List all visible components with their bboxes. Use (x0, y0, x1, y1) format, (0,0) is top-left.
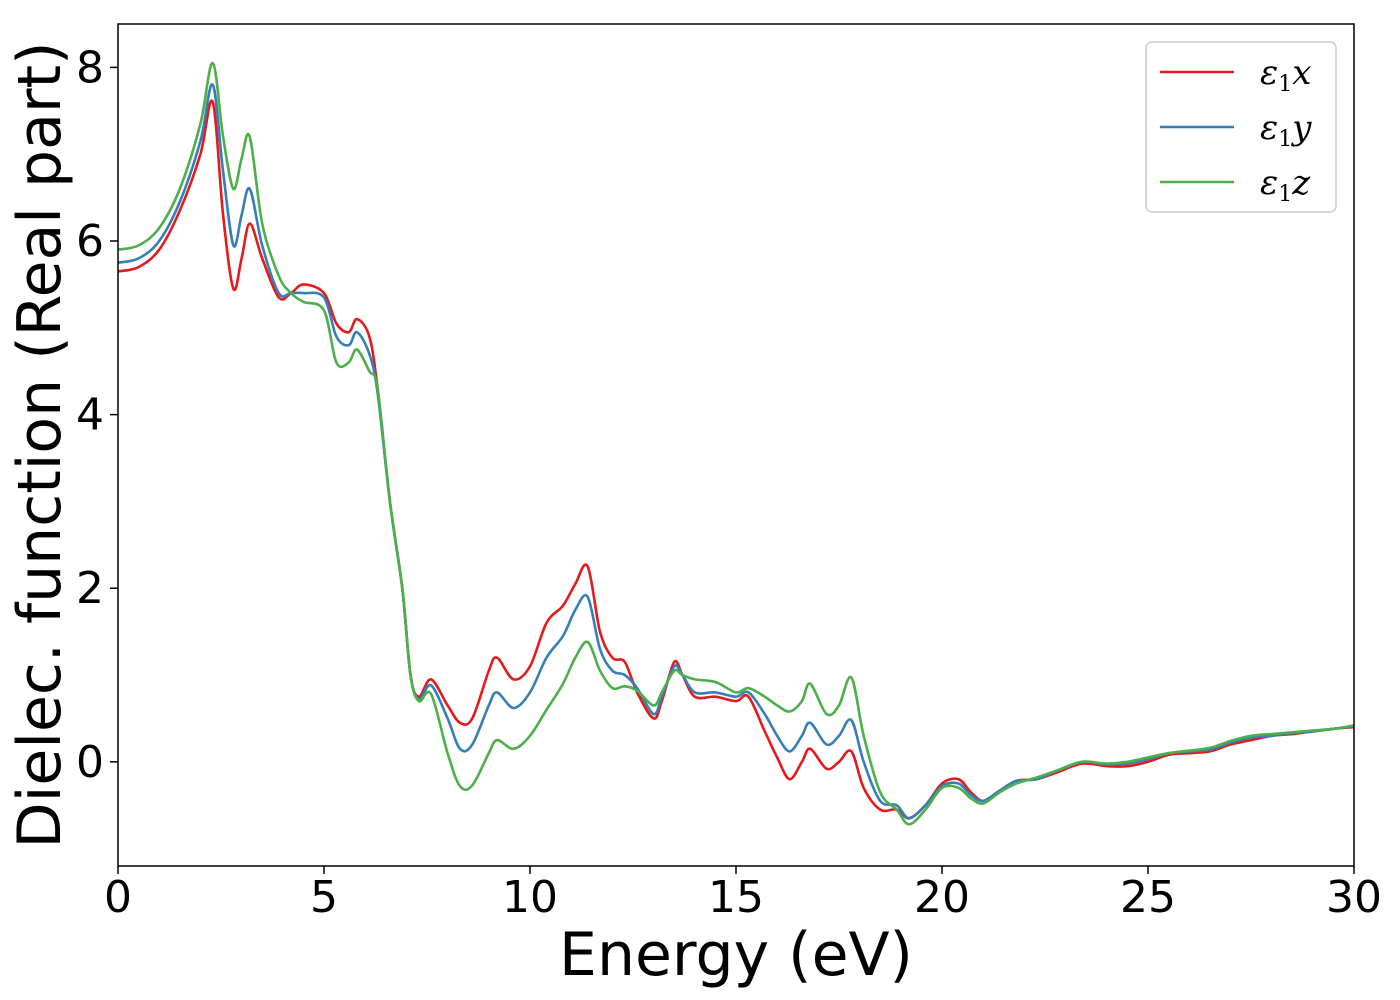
y-axis-ticks: 0 2 4 6 8 (76, 42, 118, 788)
x-tick-label: 0 (104, 872, 132, 923)
legend-box (1145, 41, 1337, 213)
x-tick-label: 5 (310, 872, 338, 923)
x-axis-label: Energy (eV) (559, 920, 913, 990)
legend-subscript: 1 (1278, 182, 1292, 207)
x-tick-label: 30 (1326, 872, 1382, 923)
y-tick-label: 4 (76, 390, 104, 441)
series-lines (117, 61, 1355, 826)
x-tick-label: 10 (502, 872, 558, 923)
legend-symbol: ε (1260, 108, 1278, 148)
y-tick-label: 6 (76, 216, 104, 267)
legend-axis: y (1290, 108, 1312, 148)
legend-symbol: ε (1260, 53, 1278, 93)
legend-label-x: ε1x (1260, 53, 1311, 97)
y-tick-label: 0 (76, 737, 104, 788)
series-line-x (117, 99, 1355, 820)
x-tick-label: 20 (914, 872, 970, 923)
x-tick-label: 15 (708, 872, 764, 923)
legend-symbol: ε (1260, 163, 1278, 203)
legend-subscript: 1 (1278, 72, 1292, 97)
x-axis-ticks: 0 5 10 15 20 25 30 (104, 866, 1382, 923)
legend-subscript: 1 (1278, 127, 1292, 152)
legend-axis: z (1291, 163, 1311, 203)
series-line-z (117, 61, 1355, 826)
x-tick-label: 25 (1120, 872, 1176, 923)
y-tick-label: 2 (76, 563, 104, 614)
legend-label-y: ε1y (1260, 108, 1312, 152)
legend-label-z: ε1z (1260, 163, 1311, 207)
y-axis-label: Dielec. function (Real part) (5, 42, 75, 849)
y-tick-label: 8 (76, 42, 104, 93)
legend-axis: x (1292, 53, 1311, 93)
